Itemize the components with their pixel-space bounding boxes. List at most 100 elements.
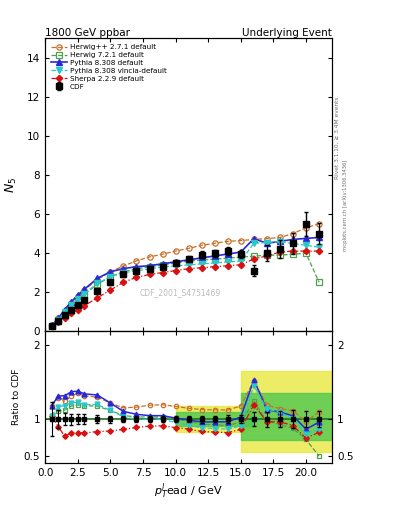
Sherpa 2.2.9 default (304, 248, 309, 254)
Herwig++ 2.7.1 default (239, 238, 243, 244)
Sherpa 2.2.9 default (212, 264, 217, 270)
Pythia 8.308 default (252, 236, 256, 242)
Herwig 7.2.1 default (82, 291, 87, 297)
Line: Pythia 8.308 vincia-default: Pythia 8.308 vincia-default (49, 239, 322, 329)
Sherpa 2.2.9 default (95, 295, 100, 301)
Pythia 8.308 default (69, 298, 73, 305)
Pythia 8.308 default (212, 253, 217, 259)
Sherpa 2.2.9 default (186, 266, 191, 272)
Herwig 7.2.1 default (226, 255, 230, 261)
Herwig++ 2.7.1 default (147, 254, 152, 260)
Legend: Herwig++ 2.7.1 default, Herwig 7.2.1 default, Pythia 8.308 default, Pythia 8.308: Herwig++ 2.7.1 default, Herwig 7.2.1 def… (49, 42, 169, 92)
Pythia 8.308 default (50, 323, 54, 329)
Pythia 8.308 vincia-default (121, 270, 126, 276)
Pythia 8.308 default (160, 261, 165, 267)
Herwig 7.2.1 default (62, 310, 67, 316)
Sherpa 2.2.9 default (121, 279, 126, 285)
X-axis label: $p_T^l$ead / GeV: $p_T^l$ead / GeV (154, 481, 223, 501)
Sherpa 2.2.9 default (160, 269, 165, 275)
Sherpa 2.2.9 default (108, 287, 113, 293)
Text: 1800 GeV ppbar: 1800 GeV ppbar (45, 28, 130, 37)
Pythia 8.308 vincia-default (56, 316, 61, 323)
Sherpa 2.2.9 default (277, 249, 282, 255)
Herwig++ 2.7.1 default (69, 300, 73, 306)
Herwig 7.2.1 default (212, 256, 217, 262)
Herwig++ 2.7.1 default (160, 251, 165, 258)
Herwig 7.2.1 default (252, 253, 256, 259)
Pythia 8.308 default (290, 237, 295, 243)
Herwig++ 2.7.1 default (121, 263, 126, 269)
Pythia 8.308 vincia-default (62, 309, 67, 315)
Pythia 8.308 vincia-default (160, 264, 165, 270)
Herwig 7.2.1 default (173, 260, 178, 266)
Herwig 7.2.1 default (75, 297, 80, 303)
Herwig 7.2.1 default (290, 251, 295, 258)
Sherpa 2.2.9 default (264, 253, 269, 259)
Herwig 7.2.1 default (239, 254, 243, 260)
Pythia 8.308 default (82, 286, 87, 292)
Pythia 8.308 vincia-default (75, 296, 80, 302)
Herwig 7.2.1 default (160, 262, 165, 268)
Pythia 8.308 vincia-default (69, 302, 73, 308)
Text: CDF_2001_S4751469: CDF_2001_S4751469 (140, 288, 220, 297)
Sherpa 2.2.9 default (134, 274, 139, 281)
Herwig 7.2.1 default (186, 258, 191, 264)
Sherpa 2.2.9 default (239, 262, 243, 268)
Herwig++ 2.7.1 default (317, 221, 321, 227)
Pythia 8.308 default (277, 238, 282, 244)
Pythia 8.308 vincia-default (173, 263, 178, 269)
Y-axis label: $N_5$: $N_5$ (4, 177, 19, 193)
Pythia 8.308 default (186, 257, 191, 263)
Herwig++ 2.7.1 default (252, 237, 256, 243)
Herwig++ 2.7.1 default (62, 308, 67, 314)
Herwig 7.2.1 default (199, 257, 204, 263)
Pythia 8.308 default (108, 269, 113, 275)
Herwig++ 2.7.1 default (56, 315, 61, 322)
Pythia 8.308 default (121, 266, 126, 272)
Herwig 7.2.1 default (56, 317, 61, 323)
Pythia 8.308 vincia-default (95, 281, 100, 287)
Pythia 8.308 default (264, 240, 269, 246)
Pythia 8.308 vincia-default (304, 242, 309, 248)
Sherpa 2.2.9 default (75, 307, 80, 313)
Pythia 8.308 default (134, 264, 139, 270)
Pythia 8.308 vincia-default (147, 266, 152, 272)
Sherpa 2.2.9 default (290, 248, 295, 254)
Pythia 8.308 default (317, 234, 321, 241)
Herwig++ 2.7.1 default (290, 230, 295, 237)
Sherpa 2.2.9 default (173, 267, 178, 273)
Pythia 8.308 vincia-default (239, 258, 243, 264)
Sherpa 2.2.9 default (82, 303, 87, 309)
Sherpa 2.2.9 default (56, 319, 61, 325)
Herwig++ 2.7.1 default (226, 238, 230, 244)
Line: Pythia 8.308 default: Pythia 8.308 default (49, 234, 322, 328)
Pythia 8.308 default (239, 249, 243, 255)
Y-axis label: Ratio to CDF: Ratio to CDF (12, 369, 21, 425)
Pythia 8.308 default (56, 315, 61, 322)
Pythia 8.308 default (75, 292, 80, 298)
Pythia 8.308 default (226, 251, 230, 257)
Herwig++ 2.7.1 default (277, 234, 282, 241)
Pythia 8.308 default (62, 307, 67, 313)
Pythia 8.308 vincia-default (226, 259, 230, 265)
Herwig 7.2.1 default (134, 266, 139, 272)
Text: Underlying Event: Underlying Event (242, 28, 332, 37)
Text: mcplots.cern.ch [arXiv:1306.3436]: mcplots.cern.ch [arXiv:1306.3436] (343, 159, 348, 250)
Pythia 8.308 vincia-default (290, 241, 295, 247)
Herwig 7.2.1 default (304, 250, 309, 257)
Herwig 7.2.1 default (50, 323, 54, 329)
Herwig 7.2.1 default (95, 281, 100, 287)
Pythia 8.308 vincia-default (252, 240, 256, 246)
Pythia 8.308 vincia-default (134, 268, 139, 274)
Pythia 8.308 vincia-default (199, 261, 204, 267)
Herwig++ 2.7.1 default (95, 276, 100, 283)
Pythia 8.308 vincia-default (186, 262, 191, 268)
Herwig 7.2.1 default (108, 273, 113, 280)
Sherpa 2.2.9 default (226, 263, 230, 269)
Herwig 7.2.1 default (277, 252, 282, 258)
Pythia 8.308 vincia-default (108, 273, 113, 280)
Herwig 7.2.1 default (147, 264, 152, 270)
Sherpa 2.2.9 default (50, 323, 54, 329)
Sherpa 2.2.9 default (147, 271, 152, 278)
Text: Rivet 3.1.10, ≥ 3.4M events: Rivet 3.1.10, ≥ 3.4M events (335, 97, 340, 180)
